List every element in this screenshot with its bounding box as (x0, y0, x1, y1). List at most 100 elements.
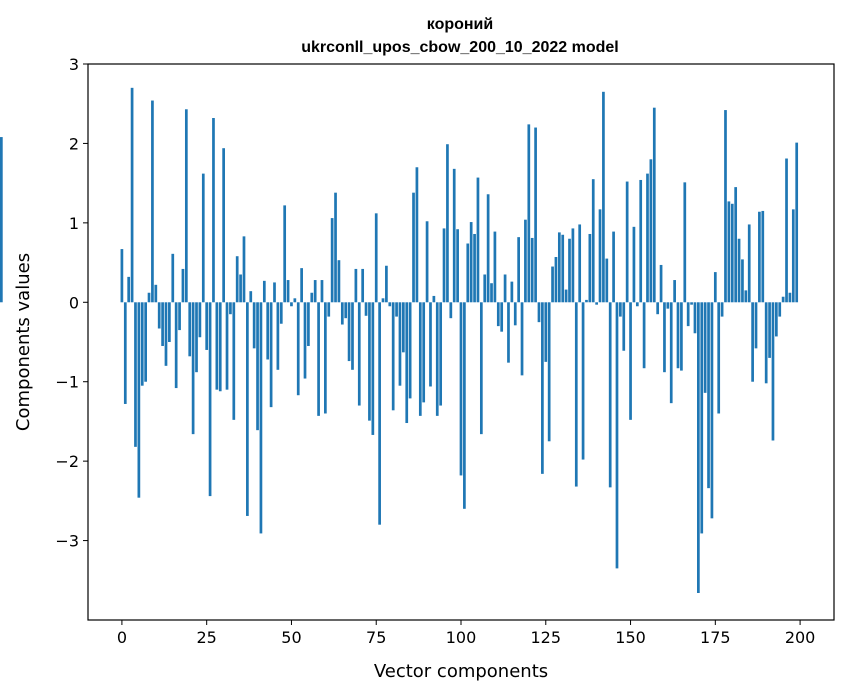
x-tick-label: 175 (700, 628, 731, 647)
bar (602, 91, 605, 303)
bar (229, 302, 232, 315)
bar (235, 256, 239, 303)
bar (449, 302, 453, 319)
bar (422, 302, 426, 403)
bar (324, 302, 327, 414)
bar (429, 302, 432, 387)
bar (242, 236, 246, 303)
bar (246, 302, 249, 516)
bar (598, 209, 602, 303)
bar (256, 302, 259, 431)
y-tick-label: 3 (69, 55, 79, 74)
bar (459, 302, 463, 476)
bar (666, 302, 670, 309)
bar (500, 302, 504, 332)
bar (222, 148, 225, 303)
bar (676, 302, 680, 369)
bar (537, 302, 541, 323)
bar (232, 302, 236, 420)
bar (178, 302, 181, 331)
bar (351, 302, 354, 370)
bar (791, 209, 795, 303)
bar (707, 302, 710, 489)
bar (513, 302, 517, 326)
bar (463, 302, 466, 509)
bar (771, 302, 775, 441)
bar (479, 302, 483, 435)
bar (293, 298, 297, 303)
bar (551, 266, 554, 303)
y-axis-label: Components values (13, 253, 34, 431)
bar (161, 302, 164, 346)
bar (201, 173, 205, 303)
bar (408, 302, 412, 399)
bar (439, 302, 443, 406)
bar (374, 213, 378, 303)
bar (496, 302, 500, 327)
bar (432, 295, 436, 303)
bar (344, 302, 348, 319)
bar (402, 302, 405, 353)
bar (652, 107, 656, 303)
bar (195, 302, 198, 373)
bar (446, 144, 449, 303)
bar (503, 274, 507, 303)
plot-area-frame (87, 63, 835, 621)
bar (347, 302, 351, 362)
bar (775, 302, 778, 337)
bar (276, 302, 280, 370)
bar (127, 276, 131, 303)
y-axis-ticks: 3 2 1 0 −1 −2 −3 (55, 55, 88, 551)
bar (581, 302, 585, 460)
bar (656, 302, 660, 315)
chart-subtitle: ukrconll_upos_cbow_200_10_2022 model (301, 39, 618, 56)
bar (635, 302, 639, 307)
bar (171, 253, 175, 303)
bar (646, 173, 649, 303)
bar (758, 211, 761, 303)
y-tick-label: 1 (69, 214, 79, 233)
bar (507, 302, 510, 363)
bar (713, 272, 717, 303)
bar (378, 302, 381, 525)
bar (700, 302, 704, 534)
x-tick-label: 25 (197, 628, 217, 647)
bar (724, 110, 727, 303)
y-tick-label: 2 (69, 134, 79, 153)
bar (632, 226, 636, 303)
bar (591, 179, 595, 303)
bar (561, 234, 565, 303)
bar (164, 302, 168, 366)
bar (249, 291, 253, 303)
bar (720, 302, 724, 317)
bar (788, 292, 792, 303)
bar (140, 302, 144, 386)
bar (717, 302, 721, 414)
bar (669, 302, 673, 404)
bar (181, 268, 185, 303)
chart-title: короний (427, 16, 493, 33)
bar (307, 302, 310, 346)
bar (734, 187, 738, 303)
bar (168, 302, 171, 342)
bar (381, 298, 385, 303)
x-tick-label: 100 (446, 628, 477, 647)
bar (524, 219, 527, 303)
bar (334, 192, 337, 303)
bar (266, 302, 270, 360)
bar (354, 268, 358, 303)
bar (269, 302, 273, 408)
bar (0, 137, 3, 303)
bar (595, 302, 598, 305)
bar (286, 280, 290, 303)
bar (154, 284, 158, 303)
bar (629, 302, 632, 420)
bar (727, 201, 731, 303)
bar (615, 302, 619, 569)
bar (151, 100, 154, 303)
bar (663, 302, 666, 373)
bar (737, 238, 741, 303)
bar (510, 281, 514, 303)
bar (310, 292, 314, 303)
bar (697, 302, 700, 593)
